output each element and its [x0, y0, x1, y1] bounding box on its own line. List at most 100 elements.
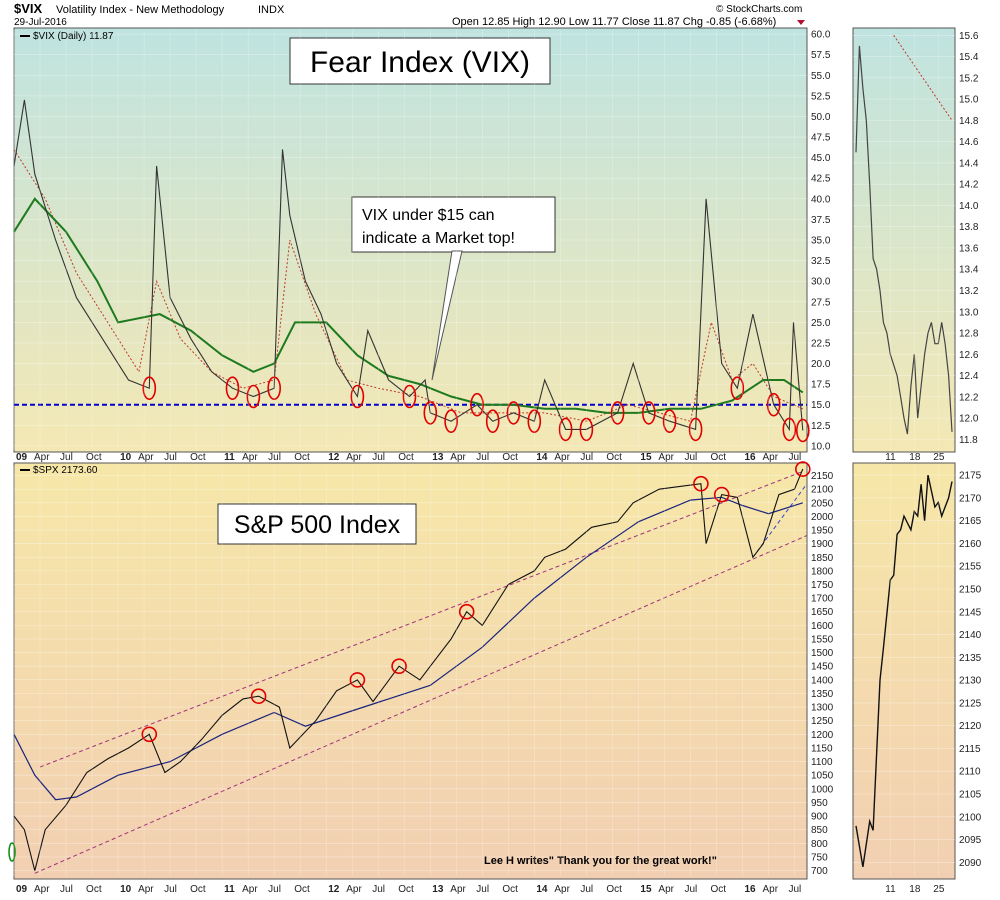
- spx-y-tick-label: 1550: [811, 634, 834, 645]
- spx-y-tick-label: 2050: [811, 498, 834, 509]
- spx-y-tick-label: 1100: [811, 757, 833, 768]
- vix-x-tick-label: Jul: [164, 452, 177, 463]
- vix-low-circle: [444, 409, 458, 434]
- spx-detail-x-tick-label: 25: [933, 884, 945, 895]
- spx-detail-y-tick-label: 2130: [959, 676, 982, 687]
- vix-x-tick-label: Apr: [346, 452, 362, 463]
- vix-y-tick-label: 57.5: [811, 50, 831, 61]
- vix-detail-y-tick-label: 13.6: [959, 243, 979, 254]
- spx-y-tick-label: 1350: [811, 689, 834, 700]
- spx-x-tick-label: Jul: [476, 884, 489, 895]
- spx-detail-y-tick-label: 2160: [959, 539, 982, 550]
- vix-low-circle: [610, 401, 625, 425]
- vix-detail-y-tick-label: 15.6: [959, 31, 979, 42]
- vix-low-circle: [558, 417, 573, 442]
- vix-y-tick-label: 22.5: [811, 338, 831, 349]
- spx-detail-y-tick-label: 2150: [959, 585, 982, 596]
- vix-low-circle: [662, 409, 677, 434]
- spx-title: S&P 500 Index: [234, 511, 401, 539]
- spx-detail-y-tick-label: 2090: [959, 858, 982, 869]
- vix-detail-y-tick-label: 15.4: [959, 52, 979, 63]
- vix-low-circle: [527, 409, 542, 434]
- vix-y-tick-label: 27.5: [811, 297, 831, 308]
- spx-y-tick-label: 2150: [811, 471, 834, 482]
- spx-x-tick-label: Apr: [762, 884, 778, 895]
- spx-x-tick-label: Jul: [372, 884, 385, 895]
- vix-x-tick-label: Jul: [684, 452, 697, 463]
- vix-x-tick-label: Jul: [372, 452, 385, 463]
- vix-x-tick-label: 14: [536, 452, 548, 463]
- spx-x-tick-label: Oct: [86, 884, 102, 895]
- vix-low-circle: [795, 418, 810, 443]
- vix-detail-y-tick-label: 13.2: [959, 286, 979, 297]
- spx-detail-y-tick-label: 2175: [959, 471, 982, 482]
- spx-y-tick-label: 1050: [811, 771, 834, 782]
- header-source: © StockCharts.com: [716, 4, 802, 15]
- vix-y-tick-label: 47.5: [811, 133, 831, 144]
- vix-low-circle: [350, 384, 365, 409]
- vix-x-tick-label: Apr: [762, 452, 778, 463]
- vix-x-tick-label: Oct: [606, 452, 622, 463]
- vix-x-tick-label: 13: [432, 452, 444, 463]
- spx-y-tick-label: 1300: [811, 703, 834, 714]
- spx-high-circle: [794, 461, 811, 477]
- spx-detail-y-tick-label: 2140: [959, 630, 982, 641]
- vix-x-tick-label: Jul: [60, 452, 73, 463]
- vix-y-tick-label: 40.0: [811, 194, 831, 205]
- vix-detail-y-tick-label: 13.8: [959, 222, 979, 233]
- spx-y-tick-label: 1600: [811, 621, 834, 632]
- vix-detail-panel: [852, 27, 956, 453]
- vix-low-circle: [246, 384, 261, 409]
- spx-high-circle: [250, 688, 267, 705]
- vix-detail-y-tick-label: 13.4: [959, 265, 979, 276]
- vix-low-markers: [142, 376, 810, 443]
- spx-y-tick-label: 800: [811, 839, 828, 850]
- vix-x-tick-label: Apr: [242, 452, 258, 463]
- spx-y-tick-label: 850: [811, 825, 828, 836]
- vix-detail-y-tick-label: 13.0: [959, 307, 979, 318]
- spx-high-markers: [141, 461, 811, 743]
- vix-detail-y-tick-label: 12.2: [959, 392, 979, 403]
- vix-y-tick-label: 10.0: [811, 441, 831, 452]
- spx-y-tick-label: 1700: [811, 594, 834, 605]
- vix-x-tick-label: 09: [16, 452, 28, 463]
- vix-x-tick-label: Jul: [789, 452, 802, 463]
- spx-x-tick-label: Oct: [190, 884, 206, 895]
- spx-left-marker: [8, 842, 16, 862]
- vix-y-tick-label: 45.0: [811, 153, 831, 164]
- spx-y-tick-label: 1250: [811, 716, 834, 727]
- vix-detail-y-tick-label: 15.0: [959, 95, 979, 106]
- header-symbol: $VIX: [14, 1, 43, 16]
- vix-low-circle: [766, 392, 781, 417]
- vix-y-tick-label: 12.5: [811, 421, 831, 432]
- vix-y-tick-label: 32.5: [811, 256, 831, 267]
- spx-x-tick-label: Jul: [684, 884, 697, 895]
- spx-x-tick-label: Apr: [346, 884, 362, 895]
- vix-low-circle: [782, 417, 797, 442]
- spx-y-tick-label: 1150: [811, 743, 833, 754]
- vix-y-tick-label: 35.0: [811, 236, 831, 247]
- vix-low-circle: [423, 401, 438, 425]
- spx-x-tick-label: 10: [120, 884, 132, 895]
- spx-y-tick-label: 1450: [811, 662, 834, 673]
- vix-legend: $VIX (Daily) 11.87: [33, 31, 114, 42]
- spx-x-tick-label: Apr: [242, 884, 258, 895]
- vix-low-circle: [688, 417, 703, 442]
- spx-x-tick-label: Jul: [789, 884, 802, 895]
- spx-x-tick-label: Jul: [60, 884, 73, 895]
- vix-y-tick-label: 55.0: [811, 71, 831, 82]
- vix-low-circle: [579, 417, 594, 442]
- vix-y-tick-label: 25.0: [811, 318, 831, 329]
- spx-x-tick-label: Oct: [294, 884, 310, 895]
- vix-low-circle: [267, 376, 282, 401]
- spx-x-tick-label: Apr: [34, 884, 50, 895]
- spx-detail-y-tick-label: 2165: [959, 516, 982, 527]
- vix-detail-y-tick-label: 12.4: [959, 371, 979, 382]
- spx-x-tick-label: 14: [536, 884, 548, 895]
- vix-x-tick-label: Apr: [34, 452, 50, 463]
- vix-callout-box: [351, 196, 556, 253]
- vix-detail-y-tick-label: 11.8: [959, 435, 978, 446]
- spx-x-tick-label: Jul: [268, 884, 281, 895]
- spx-detail-x-tick-label: 11: [885, 884, 896, 895]
- spx-high-circle: [693, 475, 709, 492]
